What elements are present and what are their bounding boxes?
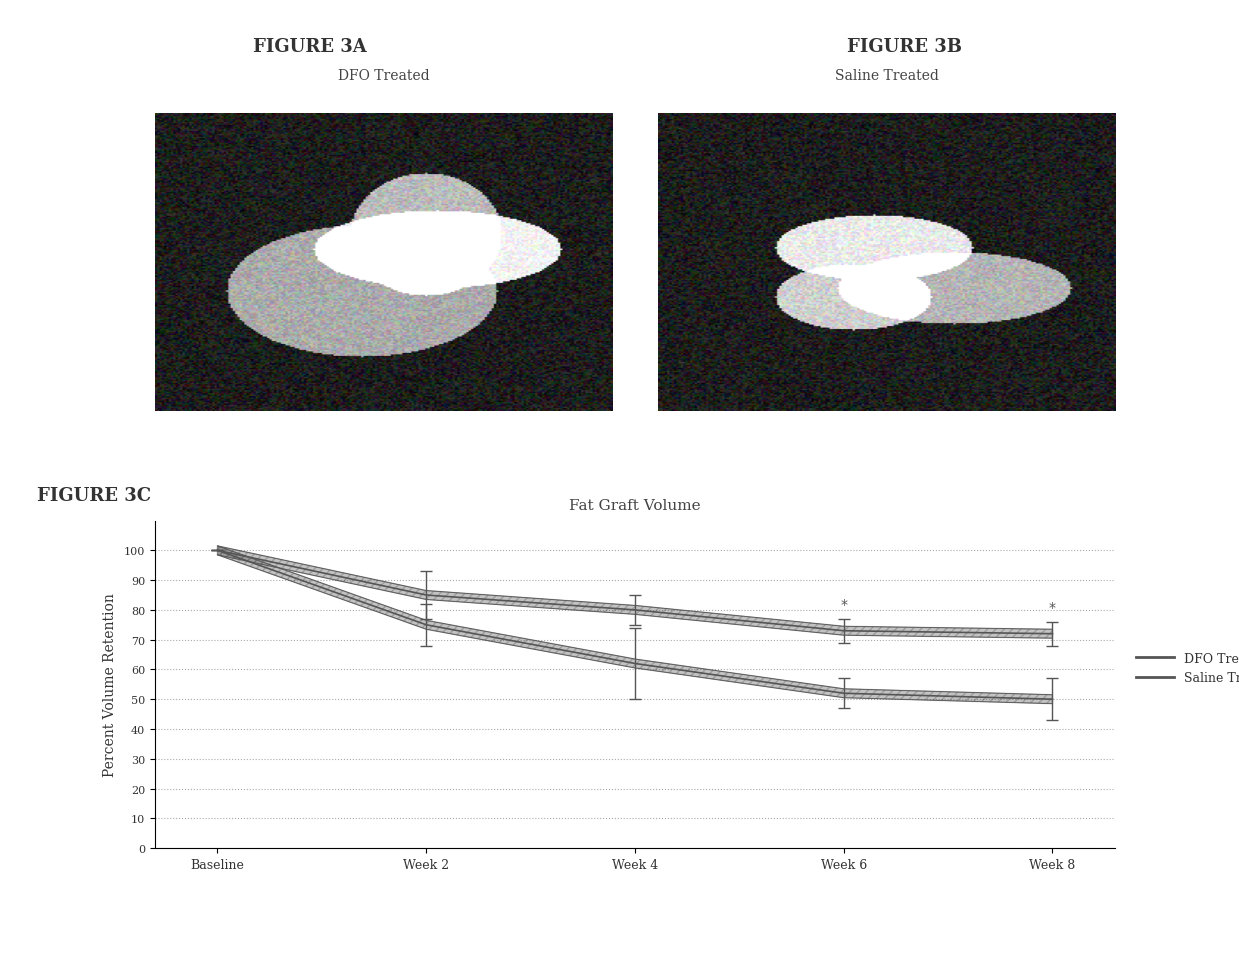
- Text: *: *: [1049, 600, 1056, 615]
- Text: FIGURE 3B: FIGURE 3B: [847, 38, 961, 56]
- Title: Fat Graft Volume: Fat Graft Volume: [569, 499, 701, 513]
- Y-axis label: Percent Volume Retention: Percent Volume Retention: [103, 593, 116, 777]
- Text: *: *: [840, 598, 847, 612]
- Text: FIGURE 3A: FIGURE 3A: [253, 38, 367, 56]
- Legend: DFO Treated, Saline Treated: DFO Treated, Saline Treated: [1131, 647, 1239, 689]
- Text: FIGURE 3C: FIGURE 3C: [37, 486, 151, 504]
- Title: DFO Treated: DFO Treated: [338, 69, 429, 83]
- Title: Saline Treated: Saline Treated: [835, 69, 938, 83]
